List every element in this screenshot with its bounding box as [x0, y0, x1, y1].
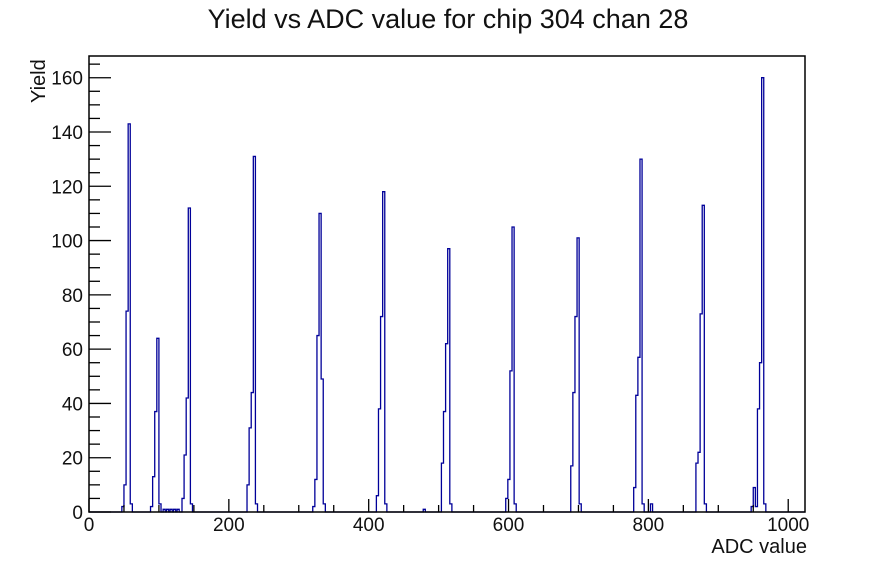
plot-frame [88, 55, 806, 513]
y-tick-label: 60 [62, 340, 83, 361]
x-axis-title: ADC value [711, 536, 807, 558]
y-tick-label: 80 [62, 286, 83, 307]
x-tick-label: 0 [84, 515, 95, 536]
x-tick-label: 600 [493, 515, 525, 536]
y-tick-label: 40 [62, 394, 83, 415]
x-tick-label: 200 [213, 515, 245, 536]
y-tick-label: 160 [51, 69, 83, 90]
chart-title: Yield vs ADC value for chip 304 chan 28 [207, 4, 689, 34]
x-tick-label: 1000 [767, 515, 809, 536]
y-axis-title: Yield [28, 59, 50, 103]
y-tick-label: 0 [72, 503, 83, 524]
axis-ticks [88, 63, 789, 513]
y-tick-label: 140 [51, 123, 83, 144]
y-tick-label: 100 [51, 232, 83, 253]
axis-tick-labels: 0 200 400 600 800 1000 0 20 40 60 80 100 120 140 160 [51, 69, 809, 536]
x-tick-label: 400 [353, 515, 385, 536]
y-tick-label: 20 [62, 449, 83, 470]
y-tick-label: 120 [51, 177, 83, 198]
x-tick-label: 800 [633, 515, 665, 536]
histogram-line [89, 77, 805, 513]
